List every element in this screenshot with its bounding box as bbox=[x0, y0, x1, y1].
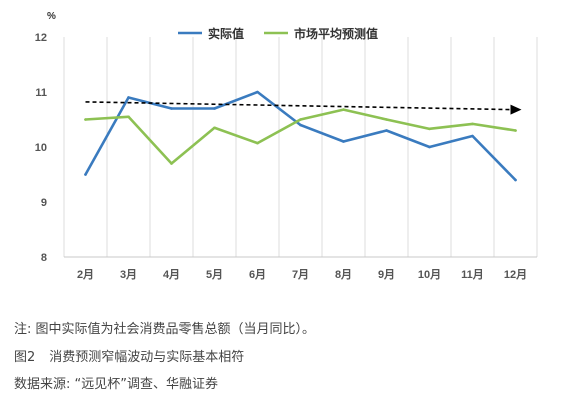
data-point bbox=[256, 141, 259, 145]
data-point bbox=[428, 127, 431, 131]
data-point bbox=[256, 90, 259, 94]
figure-title: 消费预测窄幅波动与实际基本相符 bbox=[49, 350, 245, 365]
data-point bbox=[213, 107, 216, 110]
figure-number: 图2 bbox=[14, 350, 36, 365]
data-point bbox=[342, 108, 345, 111]
data-point bbox=[127, 96, 130, 99]
legend-label-1: 市场平均预测值 bbox=[294, 26, 378, 41]
x-tick-label: 10月 bbox=[418, 268, 441, 281]
data-point bbox=[299, 118, 302, 121]
data-point bbox=[342, 140, 345, 143]
x-tick-label: 7月 bbox=[292, 268, 309, 281]
x-tick-label: 5月 bbox=[206, 268, 223, 281]
data-point bbox=[514, 129, 517, 132]
line-chart: 8 9 10 11 12 % 2月 3月 4月 5月 6月 7月 8月 9月 10月 11月 12月 实际值… bbox=[35, 11, 538, 281]
x-tick-label: 9月 bbox=[378, 268, 395, 281]
x-tick-label: 3月 bbox=[120, 268, 137, 281]
data-point bbox=[213, 126, 216, 130]
y-axis: 8 9 10 11 12 bbox=[35, 32, 47, 264]
series-lines bbox=[84, 90, 517, 182]
legend: 实际值 市场平均预测值 bbox=[178, 26, 378, 41]
x-axis: 2月 3月 4月 5月 6月 7月 8月 9月 10月 11月 12月 bbox=[64, 256, 537, 281]
data-point bbox=[471, 122, 474, 126]
legend-label-0: 实际值 bbox=[208, 26, 244, 41]
data-point bbox=[471, 134, 474, 138]
y-tick-label: 12 bbox=[35, 32, 47, 44]
y-axis-unit: % bbox=[47, 11, 56, 22]
trend-line bbox=[85, 101, 512, 111]
data-point bbox=[428, 145, 431, 149]
data-point bbox=[385, 129, 388, 132]
vertical-gridlines bbox=[63, 37, 538, 257]
data-point bbox=[299, 123, 302, 127]
data-point bbox=[385, 118, 388, 121]
trend-arrow bbox=[85, 101, 522, 115]
y-tick-label: 11 bbox=[35, 87, 47, 99]
y-tick-label: 9 bbox=[41, 197, 47, 209]
data-source: 数据来源: “远见杯”调查、华融证券 bbox=[14, 377, 218, 392]
data-point bbox=[84, 173, 87, 176]
x-tick-label: 11月 bbox=[461, 268, 484, 281]
x-tick-label: 2月 bbox=[77, 268, 94, 281]
trend-arrowhead bbox=[510, 104, 522, 115]
x-tick-label: 8月 bbox=[335, 268, 352, 281]
data-point bbox=[127, 115, 130, 119]
x-tick-label: 4月 bbox=[163, 268, 180, 281]
chart-note: 注: 图中实际值为社会消费品零售总额（当月同比）。 bbox=[14, 322, 316, 337]
x-tick-label: 12月 bbox=[504, 268, 527, 281]
y-tick-label: 8 bbox=[41, 252, 47, 264]
y-tick-label: 10 bbox=[35, 142, 47, 154]
x-tick-label: 6月 bbox=[249, 268, 266, 281]
figure-caption: 图2 消费预测窄幅波动与实际基本相符 bbox=[14, 346, 244, 365]
data-point bbox=[84, 118, 87, 121]
data-point bbox=[170, 107, 173, 110]
data-point bbox=[170, 162, 173, 165]
data-point bbox=[514, 178, 517, 182]
